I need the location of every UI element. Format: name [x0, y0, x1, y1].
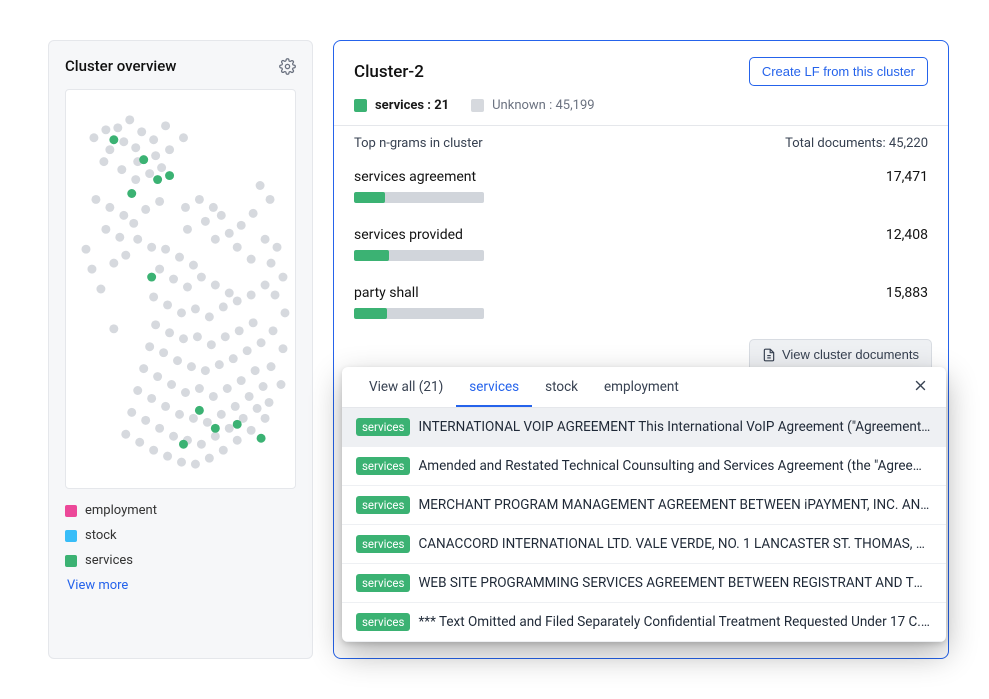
view-docs-row: View cluster documents: [334, 335, 948, 369]
services-swatch: [354, 99, 367, 112]
document-text: *** Text Omitted and Filed Separately Co…: [418, 614, 932, 630]
unknown-label: Unknown : 45,199: [492, 98, 594, 113]
document-row[interactable]: services CANACCORD INTERNATIONAL LTD. VAL…: [342, 525, 946, 564]
documents-popover: View all (21)servicesstockemployment ser…: [342, 367, 946, 642]
document-icon: [762, 348, 776, 362]
ngram-bar-track: [354, 192, 484, 203]
tabs-row: View all (21)servicesstockemployment: [342, 367, 946, 408]
legend-swatch: [65, 505, 77, 517]
document-tag: services: [356, 418, 410, 436]
document-list[interactable]: services INTERNATIONAL VOIP AGREEMENT Thi…: [342, 408, 946, 642]
legend-swatch: [65, 555, 77, 567]
document-tag: services: [356, 457, 410, 475]
legend-item[interactable]: stock: [65, 528, 296, 543]
legend: employment stock services: [65, 503, 296, 568]
document-tag: services: [356, 496, 410, 514]
ngram-count: 17,471: [886, 169, 928, 185]
cluster-header: Cluster-2 Create LF from this cluster: [334, 41, 948, 98]
document-row[interactable]: services *** Text Omitted and Filed Separ…: [342, 603, 946, 642]
legend-label: stock: [85, 528, 117, 543]
ngram-bar-fill: [354, 250, 389, 261]
document-tag: services: [356, 613, 410, 631]
gear-icon[interactable]: [279, 58, 296, 75]
document-text: CANACCORD INTERNATIONAL LTD. VALE VERDE,…: [418, 536, 932, 552]
unknown-swatch: [471, 99, 484, 112]
ngram-bar-fill: [354, 308, 387, 319]
close-icon[interactable]: [909, 374, 932, 401]
ngram-label: party shall: [354, 285, 419, 301]
ngrams-list: services agreement 17,471 services provide…: [334, 161, 948, 335]
legend-item[interactable]: services: [65, 553, 296, 568]
document-row[interactable]: services Amended and Restated Technical C…: [342, 447, 946, 486]
tab-stock[interactable]: stock: [532, 367, 591, 407]
services-label: services : 21: [375, 98, 449, 113]
cluster-overview-panel: Cluster overview employment stock services…: [48, 40, 313, 659]
document-row[interactable]: services WEB SITE PROGRAMMING SERVICES AG…: [342, 564, 946, 603]
document-tag: services: [356, 535, 410, 553]
create-lf-button[interactable]: Create LF from this cluster: [749, 57, 928, 86]
ngram-bar-fill: [354, 192, 385, 203]
document-text: INTERNATIONAL VOIP AGREEMENT This Intern…: [418, 419, 932, 435]
document-text: WEB SITE PROGRAMMING SERVICES AGREEMENT …: [418, 575, 932, 591]
tab-employment[interactable]: employment: [591, 367, 692, 407]
total-documents: Total documents: 45,220: [785, 136, 928, 151]
ngram-count: 12,408: [886, 227, 928, 243]
legend-swatch: [65, 530, 77, 542]
legend-label: services: [85, 553, 133, 568]
ngram-label: services agreement: [354, 169, 476, 185]
document-text: Amended and Restated Technical Counsulti…: [418, 458, 932, 474]
cluster-overview-title: Cluster overview: [65, 57, 176, 75]
document-tag: services: [356, 574, 410, 592]
ngrams-header: Top n-grams in cluster Total documents: …: [334, 125, 948, 161]
ngram-bar-track: [354, 308, 484, 319]
ngram-count: 15,883: [886, 285, 928, 301]
summary-row: services : 21 Unknown : 45,199: [334, 98, 948, 125]
document-text: MERCHANT PROGRAM MANAGEMENT AGREEMENT BE…: [418, 497, 932, 513]
ngram-label: services provided: [354, 227, 463, 243]
scatter-plot[interactable]: [65, 89, 296, 489]
view-cluster-documents-button[interactable]: View cluster documents: [749, 339, 932, 369]
left-header: Cluster overview: [65, 57, 296, 75]
ngram-row: services provided 12,408: [334, 219, 948, 265]
ngrams-title: Top n-grams in cluster: [354, 136, 483, 151]
view-more-link[interactable]: View more: [65, 578, 296, 593]
cluster-title: Cluster-2: [354, 62, 424, 82]
ngram-bar-track: [354, 250, 484, 261]
legend-item[interactable]: employment: [65, 503, 296, 518]
tab-services[interactable]: services: [456, 367, 532, 407]
document-row[interactable]: services MERCHANT PROGRAM MANAGEMENT AGRE…: [342, 486, 946, 525]
document-row[interactable]: services INTERNATIONAL VOIP AGREEMENT Thi…: [342, 408, 946, 447]
legend-label: employment: [85, 503, 157, 518]
tab-view-all-21[interactable]: View all (21): [356, 367, 456, 407]
ngram-row: services agreement 17,471: [334, 161, 948, 207]
ngram-row: party shall 15,883: [334, 277, 948, 323]
